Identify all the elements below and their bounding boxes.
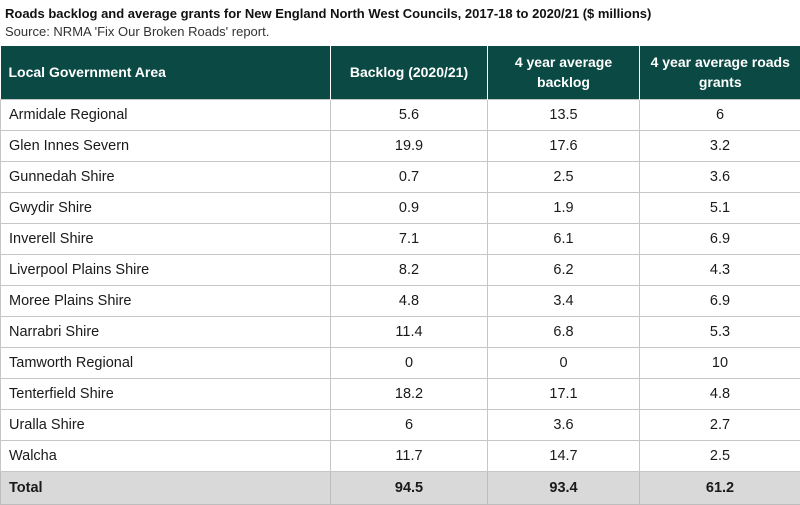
backlog-cell: 0 — [331, 347, 488, 378]
lga-cell: Tenterfield Shire — [1, 378, 331, 409]
avg-grants-cell: 4.8 — [640, 378, 800, 409]
lga-cell: Gwydir Shire — [1, 192, 331, 223]
avg-grants-cell: 6 — [640, 99, 800, 130]
column-header-avg-backlog: 4 year average backlog — [488, 46, 640, 99]
data-table: Local Government Area Backlog (2020/21) … — [0, 46, 800, 505]
table-row: Glen Innes Severn 19.9 17.6 3.2 — [1, 130, 800, 161]
avg-grants-cell: 3.2 — [640, 130, 800, 161]
avg-grants-cell: 4.3 — [640, 254, 800, 285]
lga-cell: Glen Innes Severn — [1, 130, 331, 161]
backlog-cell: 0.7 — [331, 161, 488, 192]
avg-grants-cell: 6.9 — [640, 285, 800, 316]
table-row: Gwydir Shire 0.9 1.9 5.1 — [1, 192, 800, 223]
lga-cell: Liverpool Plains Shire — [1, 254, 331, 285]
column-header-lga: Local Government Area — [1, 46, 331, 99]
total-row: Total 94.5 93.4 61.2 — [1, 471, 800, 504]
source-note: Source: NRMA 'Fix Our Broken Roads' repo… — [5, 24, 269, 39]
avg-backlog-cell: 6.1 — [488, 223, 640, 254]
avg-backlog-cell: 3.6 — [488, 409, 640, 440]
backlog-cell: 4.8 — [331, 285, 488, 316]
table-title: Roads backlog and average grants for New… — [5, 6, 651, 21]
total-backlog: 94.5 — [331, 471, 488, 504]
avg-grants-cell: 5.3 — [640, 316, 800, 347]
backlog-cell: 11.4 — [331, 316, 488, 347]
avg-backlog-cell: 0 — [488, 347, 640, 378]
backlog-cell: 5.6 — [331, 99, 488, 130]
lga-cell: Walcha — [1, 440, 331, 471]
table-row: Gunnedah Shire 0.7 2.5 3.6 — [1, 161, 800, 192]
column-header-avg-grants: 4 year average roads grants — [640, 46, 800, 99]
lga-cell: Armidale Regional — [1, 99, 331, 130]
table-row: Armidale Regional 5.6 13.5 6 — [1, 99, 800, 130]
table-row: Walcha 11.7 14.7 2.5 — [1, 440, 800, 471]
backlog-cell: 18.2 — [331, 378, 488, 409]
backlog-cell: 11.7 — [331, 440, 488, 471]
avg-backlog-cell: 13.5 — [488, 99, 640, 130]
avg-backlog-cell: 14.7 — [488, 440, 640, 471]
avg-grants-cell: 2.5 — [640, 440, 800, 471]
backlog-cell: 8.2 — [331, 254, 488, 285]
backlog-cell: 6 — [331, 409, 488, 440]
lga-cell: Uralla Shire — [1, 409, 331, 440]
avg-backlog-cell: 6.2 — [488, 254, 640, 285]
lga-cell: Moree Plains Shire — [1, 285, 331, 316]
lga-cell: Narrabri Shire — [1, 316, 331, 347]
avg-grants-cell: 10 — [640, 347, 800, 378]
avg-grants-cell: 6.9 — [640, 223, 800, 254]
lga-cell: Inverell Shire — [1, 223, 331, 254]
avg-grants-cell: 2.7 — [640, 409, 800, 440]
avg-backlog-cell: 3.4 — [488, 285, 640, 316]
avg-backlog-cell: 1.9 — [488, 192, 640, 223]
total-label: Total — [1, 471, 331, 504]
avg-backlog-cell: 2.5 — [488, 161, 640, 192]
backlog-cell: 19.9 — [331, 130, 488, 161]
backlog-cell: 0.9 — [331, 192, 488, 223]
lga-cell: Gunnedah Shire — [1, 161, 331, 192]
table-row: Liverpool Plains Shire 8.2 6.2 4.3 — [1, 254, 800, 285]
avg-backlog-cell: 17.1 — [488, 378, 640, 409]
avg-grants-cell: 3.6 — [640, 161, 800, 192]
avg-backlog-cell: 17.6 — [488, 130, 640, 161]
total-avg-grants: 61.2 — [640, 471, 800, 504]
table-row: Narrabri Shire 11.4 6.8 5.3 — [1, 316, 800, 347]
column-header-backlog: Backlog (2020/21) — [331, 46, 488, 99]
avg-backlog-cell: 6.8 — [488, 316, 640, 347]
header-row: Local Government Area Backlog (2020/21) … — [1, 46, 800, 99]
total-avg-backlog: 93.4 — [488, 471, 640, 504]
table-row: Tamworth Regional 0 0 10 — [1, 347, 800, 378]
table-row: Uralla Shire 6 3.6 2.7 — [1, 409, 800, 440]
table-row: Tenterfield Shire 18.2 17.1 4.8 — [1, 378, 800, 409]
table-row: Inverell Shire 7.1 6.1 6.9 — [1, 223, 800, 254]
backlog-cell: 7.1 — [331, 223, 488, 254]
table-row: Moree Plains Shire 4.8 3.4 6.9 — [1, 285, 800, 316]
avg-grants-cell: 5.1 — [640, 192, 800, 223]
lga-cell: Tamworth Regional — [1, 347, 331, 378]
